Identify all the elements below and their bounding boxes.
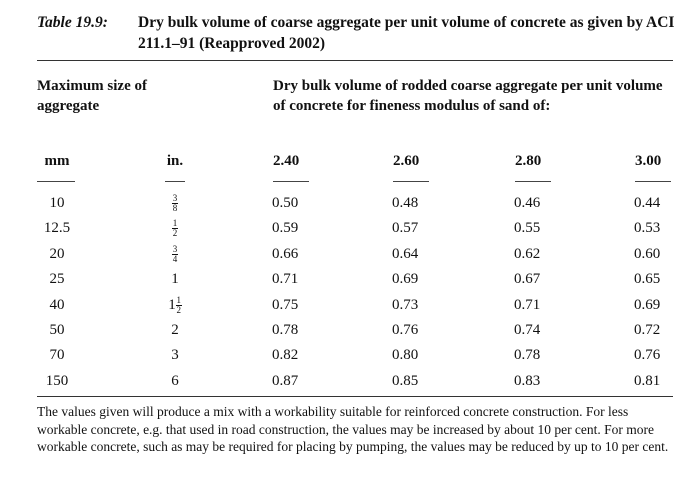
fm1-underline <box>273 181 309 182</box>
row-mm: 70 <box>49 347 65 364</box>
dry-bulk-header: Dry bulk volume of rodded coarse aggrega… <box>273 78 663 114</box>
row-mm: 10 <box>49 195 65 211</box>
row-mm: 12.5 <box>43 220 71 237</box>
row-value: 0.72 <box>634 322 661 338</box>
fraction-numerator: 1 <box>172 218 178 229</box>
mm-underline <box>37 181 75 182</box>
row-in: 1 <box>160 269 190 289</box>
fm4-underline <box>635 181 671 182</box>
mm-header: mm <box>44 153 70 169</box>
fraction-numerator: 3 <box>172 243 178 254</box>
row-value: 0.69 <box>392 271 419 288</box>
row-value: 0.55 <box>514 220 541 237</box>
fraction-denominator: 2 <box>172 228 178 239</box>
fraction-bar <box>175 304 182 306</box>
fraction-bar <box>172 253 178 255</box>
fm3-underline <box>515 181 551 182</box>
row-value: 0.76 <box>634 347 661 364</box>
row-value: 0.76 <box>392 322 419 338</box>
row-value: 0.53 <box>634 220 661 237</box>
in-header: in. <box>166 153 184 169</box>
fm-header-4: 3.00 <box>635 153 662 169</box>
inch-whole: 1 <box>168 296 176 313</box>
row-mm: 20 <box>49 245 65 262</box>
fm-header-2: 2.60 <box>393 153 420 169</box>
row-value: 0.67 <box>514 271 541 288</box>
row-value: 0.57 <box>392 220 419 237</box>
row-value: 0.74 <box>514 322 541 338</box>
row-mm: 50 <box>49 322 65 338</box>
row-value: 0.75 <box>272 296 299 313</box>
fraction-numerator: 1 <box>176 294 182 305</box>
row-value: 0.82 <box>272 347 299 364</box>
row-value: 0.73 <box>392 296 419 313</box>
row-mm: 25 <box>49 271 65 288</box>
row-in: 6 <box>160 371 190 391</box>
fraction-bar <box>172 203 178 205</box>
row-mm: 150 <box>45 372 69 389</box>
row-value: 0.85 <box>392 372 419 389</box>
table-title: Dry bulk volume of coarse aggregate per … <box>138 14 675 52</box>
fraction-denominator: 8 <box>172 203 178 214</box>
row-value: 0.62 <box>514 245 541 262</box>
row-value: 0.44 <box>634 195 661 211</box>
fraction-bar <box>172 228 178 230</box>
row-value: 0.69 <box>634 296 661 313</box>
bottom-rule <box>37 396 673 397</box>
fraction-denominator: 2 <box>176 304 182 315</box>
row-value: 0.64 <box>392 245 419 262</box>
fm-header-3: 2.80 <box>515 153 542 169</box>
row-value: 0.71 <box>514 296 541 313</box>
row-value: 0.59 <box>272 220 299 237</box>
row-value: 0.66 <box>272 245 299 262</box>
table-label: Table 19.9: <box>37 14 108 31</box>
row-value: 0.48 <box>392 195 419 211</box>
row-value: 0.78 <box>514 347 541 364</box>
in-underline <box>165 181 185 182</box>
row-value: 0.65 <box>634 271 661 288</box>
row-mm: 40 <box>49 296 65 313</box>
row-value: 0.50 <box>272 195 299 211</box>
row-value: 0.71 <box>272 271 299 288</box>
fraction-denominator: 4 <box>172 253 178 264</box>
inch-whole: 2 <box>171 322 179 338</box>
row-value: 0.46 <box>514 195 541 211</box>
inch-whole: 6 <box>171 372 179 389</box>
fm2-underline <box>393 181 429 182</box>
row-in: 3 <box>160 345 190 365</box>
inch-whole: 3 <box>171 347 179 364</box>
fm-header-1: 2.40 <box>273 153 300 169</box>
row-in: 2 <box>160 320 190 340</box>
row-value: 0.81 <box>634 372 661 389</box>
row-value: 0.80 <box>392 347 419 364</box>
fraction-numerator: 3 <box>172 193 178 204</box>
max-size-header: Maximum size of aggregate <box>37 78 147 114</box>
row-value: 0.83 <box>514 372 541 389</box>
top-rule <box>37 60 673 61</box>
table-footnote: The values given will produce a mix with… <box>37 404 669 454</box>
row-value: 0.78 <box>272 322 299 338</box>
row-value: 0.60 <box>634 245 661 262</box>
inch-whole: 1 <box>171 271 179 288</box>
row-value: 0.87 <box>272 372 299 389</box>
